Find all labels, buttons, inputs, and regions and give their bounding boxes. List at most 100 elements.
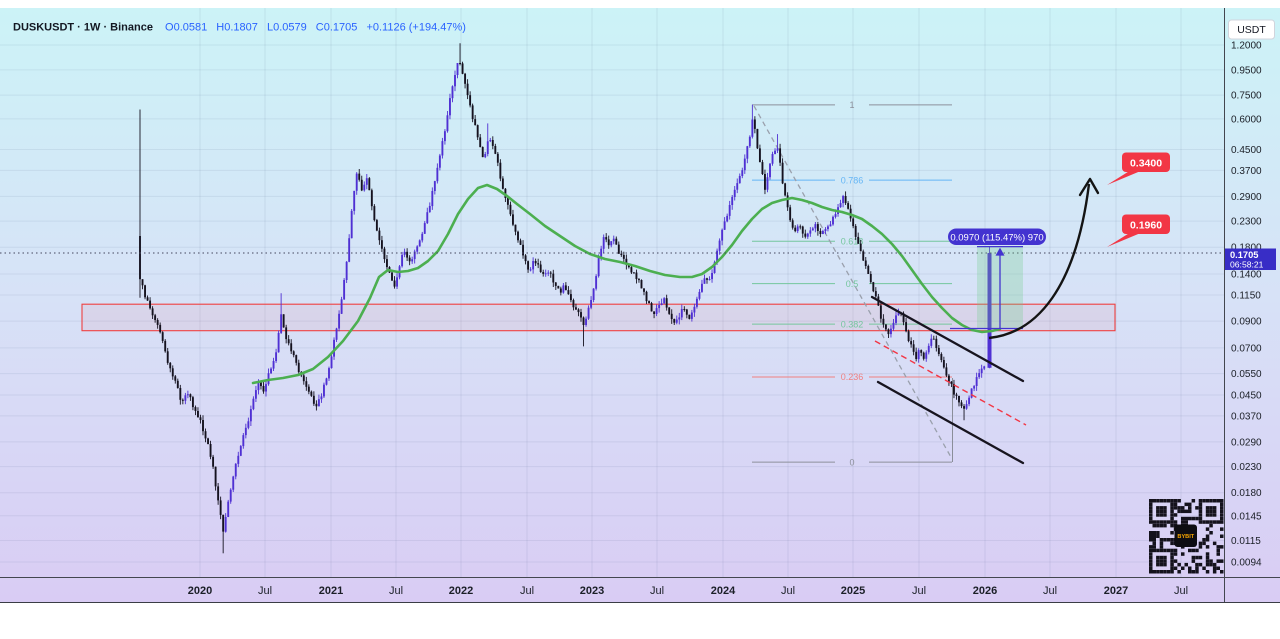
price-axis-label[interactable]: 0.0370 bbox=[1231, 411, 1262, 422]
target-callout-1[interactable]: 0.3400 bbox=[1107, 152, 1170, 186]
time-axis-label[interactable]: 2022 bbox=[449, 585, 473, 597]
legend-title[interactable]: DUSKUSDT · 1W · Binance bbox=[13, 22, 153, 34]
price-axis-label[interactable]: 0.0900 bbox=[1231, 317, 1262, 328]
channel-upper-line[interactable] bbox=[870, 295, 1025, 383]
channel-lower-line[interactable] bbox=[876, 380, 1025, 465]
qr-module bbox=[1220, 509, 1224, 514]
price-axis-label[interactable]: 1.2000 bbox=[1231, 41, 1262, 52]
channel-mid-dashed-line[interactable] bbox=[874, 340, 1027, 426]
fib-level-0.618[interactable]: 0.618 bbox=[752, 236, 952, 246]
price-axis-label[interactable]: 0.0550 bbox=[1231, 369, 1262, 380]
price-axis-label[interactable]: 0.4500 bbox=[1231, 145, 1262, 156]
candle-body bbox=[393, 280, 396, 287]
qr-module bbox=[1159, 506, 1164, 510]
time-axis-label[interactable]: Jul bbox=[1043, 585, 1057, 597]
candle-body bbox=[610, 241, 613, 246]
time-axis-label[interactable]: Jul bbox=[520, 585, 534, 597]
candle-body bbox=[973, 386, 976, 389]
currency-button[interactable]: USDT bbox=[1228, 19, 1275, 40]
price-axis-label[interactable]: 0.0094 bbox=[1231, 558, 1262, 569]
qr-module bbox=[1191, 548, 1196, 553]
qr-module bbox=[1152, 548, 1156, 553]
candle-body bbox=[383, 248, 386, 260]
price-axis-label[interactable]: 0.3700 bbox=[1231, 166, 1262, 177]
candle-body bbox=[648, 301, 650, 304]
measure-label-text: 0.0970 (115.47%) 970 bbox=[950, 233, 1043, 244]
fib-trendline[interactable] bbox=[753, 105, 953, 460]
candle-body bbox=[892, 322, 895, 329]
price-axis-label[interactable]: 0.1400 bbox=[1231, 270, 1262, 281]
qr-module bbox=[1173, 499, 1178, 503]
candle-body bbox=[625, 258, 628, 265]
candle-body bbox=[617, 244, 620, 254]
fib-level-0.5[interactable]: 0.5 bbox=[752, 279, 952, 289]
qr-module bbox=[1198, 506, 1203, 510]
time-axis-label[interactable]: 2027 bbox=[1104, 585, 1128, 597]
price-range-label[interactable]: 0.0970 (115.47%) 970 bbox=[948, 228, 1046, 246]
qr-module bbox=[1191, 499, 1196, 503]
price-axis-label[interactable]: 0.6000 bbox=[1231, 114, 1262, 125]
time-axis-label[interactable]: Jul bbox=[258, 585, 272, 597]
time-axis-label[interactable]: Jul bbox=[1174, 585, 1188, 597]
qr-module bbox=[1149, 509, 1153, 514]
qr-module bbox=[1166, 499, 1171, 503]
qr-module bbox=[1166, 538, 1171, 542]
price-axis-label[interactable]: 0.0145 bbox=[1231, 511, 1262, 522]
candle-body bbox=[202, 420, 204, 432]
callout-box bbox=[1122, 214, 1170, 234]
price-axis-label[interactable]: 0.2900 bbox=[1231, 192, 1262, 203]
candle-body bbox=[791, 220, 794, 228]
qr-module bbox=[1209, 509, 1213, 514]
qr-module bbox=[1191, 570, 1196, 574]
time-axis-label[interactable]: Jul bbox=[781, 585, 795, 597]
candle-body bbox=[781, 162, 784, 184]
price-axis-label[interactable]: 0.0230 bbox=[1231, 462, 1262, 473]
price-axis[interactable]: 1.2000 0.9500 0.7500 0.6000 0.4500 0.3700 0.29… bbox=[1231, 41, 1262, 569]
price-axis-label[interactable]: 0.9500 bbox=[1231, 65, 1262, 76]
fib-level-0.236[interactable]: 0.236 bbox=[752, 372, 952, 382]
price-axis-label[interactable]: 0.7500 bbox=[1231, 91, 1262, 102]
candle-body bbox=[794, 227, 797, 232]
time-axis-label[interactable]: 2026 bbox=[973, 585, 997, 597]
time-axis-label[interactable]: 2025 bbox=[841, 585, 865, 597]
price-axis-label[interactable]: 0.0700 bbox=[1231, 343, 1262, 354]
candle-body bbox=[693, 306, 696, 313]
candle-body bbox=[799, 226, 802, 228]
time-axis-label[interactable]: Jul bbox=[650, 585, 664, 597]
fib-level-1[interactable]: 1 bbox=[752, 100, 952, 110]
time-axis-label[interactable]: 2023 bbox=[580, 585, 604, 597]
fib-level-0[interactable]: 0 bbox=[752, 457, 952, 467]
candle-body bbox=[925, 352, 928, 359]
time-axis-label[interactable]: Jul bbox=[912, 585, 926, 597]
candle-body bbox=[690, 312, 693, 319]
qr-module bbox=[1195, 555, 1199, 560]
qr-module bbox=[1170, 499, 1174, 503]
projection-arrow[interactable] bbox=[988, 177, 1100, 340]
candle-body bbox=[484, 154, 487, 158]
support-zone[interactable] bbox=[81, 303, 1116, 332]
price-axis-label[interactable]: 0.1800 bbox=[1231, 243, 1262, 254]
qr-module bbox=[1163, 520, 1167, 524]
target-callout-2[interactable]: 0.1960 bbox=[1107, 214, 1170, 248]
qr-module bbox=[1170, 559, 1174, 563]
moving-average-line[interactable] bbox=[251, 183, 1002, 385]
symbol-legend[interactable]: DUSKUSDT · 1W · Binance O0.0581 H0.1807 … bbox=[13, 22, 466, 34]
candle-body bbox=[280, 314, 283, 333]
time-axis-label[interactable]: 2021 bbox=[319, 585, 343, 597]
candle-body bbox=[917, 350, 920, 360]
qr-module bbox=[1191, 516, 1196, 521]
time-axis[interactable]: 2020 Jul 2021 Jul 2022 Jul 2023 Jul 2024 Jul 2025 J… bbox=[188, 585, 1188, 597]
price-axis-label[interactable]: 0.1150 bbox=[1231, 291, 1261, 302]
price-axis-label[interactable]: 0.0450 bbox=[1231, 391, 1262, 402]
price-axis-label[interactable]: 0.0290 bbox=[1231, 437, 1262, 448]
time-axis-label[interactable]: Jul bbox=[389, 585, 403, 597]
time-axis-label[interactable]: 2020 bbox=[188, 585, 212, 597]
price-axis-label[interactable]: 0.0115 bbox=[1231, 536, 1261, 547]
price-axis-label[interactable]: 0.0180 bbox=[1231, 488, 1262, 499]
candle-body bbox=[776, 148, 779, 151]
candle-body bbox=[380, 240, 383, 249]
qr-module bbox=[1156, 570, 1160, 574]
price-axis-label[interactable]: 0.2300 bbox=[1231, 217, 1262, 228]
time-axis-label[interactable]: 2024 bbox=[711, 585, 736, 597]
